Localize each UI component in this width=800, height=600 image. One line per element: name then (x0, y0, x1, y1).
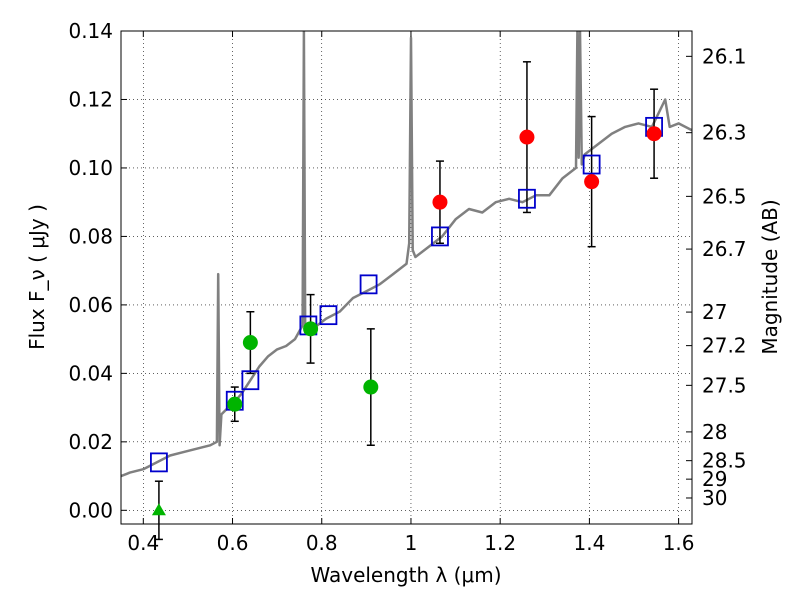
y-tick-label: 0.10 (68, 156, 113, 180)
model-point (359, 274, 378, 295)
green-data-point (303, 321, 319, 337)
x-tick-label: 1 (405, 531, 418, 555)
x-tick-label: 1.4 (573, 531, 605, 555)
axis-ticks (121, 30, 692, 524)
red-data-point (432, 194, 448, 210)
green-data-point (242, 335, 258, 351)
green-upper-limit-marker (151, 503, 166, 516)
spectrum-layer (121, 31, 692, 478)
grid-lines (121, 30, 692, 524)
x-tick-label: 1.6 (663, 531, 695, 555)
right-tick-label: 29 (702, 467, 727, 491)
x-tick-label: 0.8 (306, 531, 338, 555)
model-points-layer (150, 116, 663, 473)
right-tick-label: 28.5 (702, 449, 747, 473)
plot-frame (120, 30, 693, 525)
red-data-point (646, 126, 662, 142)
model-point (518, 188, 536, 209)
y-tick-label: 0.00 (68, 498, 113, 522)
right-tick-label: 27 (702, 300, 727, 324)
right-tick-label: 26.3 (702, 121, 747, 145)
model-point (150, 452, 168, 473)
right-tick-label: 26.7 (702, 237, 747, 261)
spectrum-line (121, 31, 692, 478)
y-tick-label: 0.14 (68, 19, 113, 43)
model-point (431, 226, 449, 247)
green-data-point (363, 379, 379, 395)
right-tick-label: 26.1 (702, 44, 747, 68)
right-tick-label: 30 (702, 486, 727, 510)
red-data-point (519, 129, 535, 145)
model-point (241, 370, 260, 391)
right-tick-label: 27.5 (702, 373, 747, 397)
x-tick-label: 0.6 (217, 531, 249, 555)
right-tick-label: 27.2 (702, 334, 747, 358)
x-axis-label: Wavelength λ (μm) (310, 563, 501, 587)
green-data-point (227, 396, 243, 412)
y-tick-label: 0.04 (68, 361, 113, 385)
model-point (319, 305, 338, 326)
y-tick-labels: 0.00 0.02 0.04 0.06 0.08 0.10 0.12 0.14 (68, 19, 113, 522)
observed-points-layer (151, 126, 662, 516)
right-axis-label: Magnitude (AB) (758, 199, 782, 354)
x-tick-labels: 0.4 0.6 0.8 1 1.2 1.4 1.6 (127, 531, 694, 555)
red-data-point (584, 174, 600, 190)
right-tick-label: 28 (702, 420, 727, 444)
y-axis-label: Flux F_ν ( μJy ) (25, 204, 49, 350)
right-tick-label: 26.5 (702, 184, 747, 208)
y-tick-label: 0.08 (68, 224, 113, 248)
y-tick-label: 0.02 (68, 430, 113, 454)
y-tick-label: 0.12 (68, 87, 113, 111)
x-tick-label: 0.4 (127, 531, 159, 555)
model-point (582, 154, 601, 175)
y-tick-label: 0.06 (68, 293, 113, 317)
x-tick-label: 1.2 (484, 531, 516, 555)
